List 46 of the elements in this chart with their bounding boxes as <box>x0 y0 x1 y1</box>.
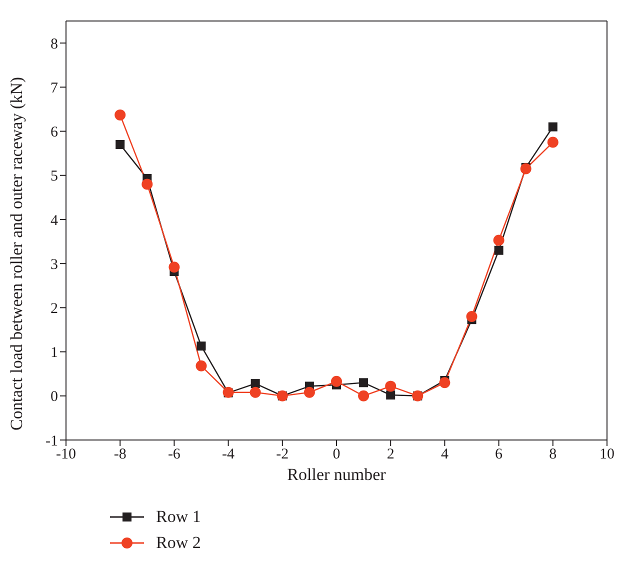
point <box>250 379 260 388</box>
y-tick-label: 4 <box>50 212 58 229</box>
x-tick-label: -10 <box>56 446 76 463</box>
point <box>439 377 450 388</box>
point <box>548 122 558 132</box>
point <box>494 246 504 255</box>
legend-label: Row 2 <box>156 533 201 553</box>
x-tick-label: 8 <box>549 446 557 463</box>
y-tick-label: 3 <box>50 256 58 273</box>
point <box>520 163 532 174</box>
point <box>331 376 342 387</box>
x-tick-label: -4 <box>222 446 236 463</box>
y-tick-label: 1 <box>50 345 58 362</box>
y-tick-label: -1 <box>46 433 58 450</box>
point <box>547 136 558 148</box>
point <box>359 378 368 388</box>
point <box>168 262 180 273</box>
x-tick-label: 10 <box>600 446 614 463</box>
point <box>385 380 396 392</box>
y-tick-label: 7 <box>50 80 58 96</box>
point <box>142 178 153 190</box>
y-tick-label: 8 <box>50 36 58 52</box>
y-tick-label: 2 <box>50 301 58 318</box>
y-tick-label: 6 <box>50 124 58 141</box>
y-tick-label: 0 <box>50 389 58 406</box>
point <box>466 311 478 322</box>
legend-label: Row 1 <box>156 507 201 527</box>
point <box>304 386 315 398</box>
point <box>116 140 125 149</box>
x-tick-label: -6 <box>168 446 181 463</box>
point <box>250 386 261 398</box>
x-tick-label: 4 <box>440 446 449 463</box>
x-tick-label: -8 <box>114 446 126 463</box>
x-axis-title: Roller number <box>287 465 386 484</box>
point <box>358 390 370 402</box>
y-tick-label: 5 <box>50 168 58 185</box>
y-axis-title: Contact load between roller and outer raceway (kN) <box>7 76 26 430</box>
x-tick-label: 0 <box>332 446 340 463</box>
point <box>114 109 126 120</box>
x-tick-label: 2 <box>386 446 394 463</box>
x-tick-label: 6 <box>495 446 504 463</box>
x-tick-label: -2 <box>276 446 289 463</box>
point <box>493 234 504 246</box>
point <box>386 390 396 400</box>
point <box>196 342 206 351</box>
point <box>196 360 207 372</box>
